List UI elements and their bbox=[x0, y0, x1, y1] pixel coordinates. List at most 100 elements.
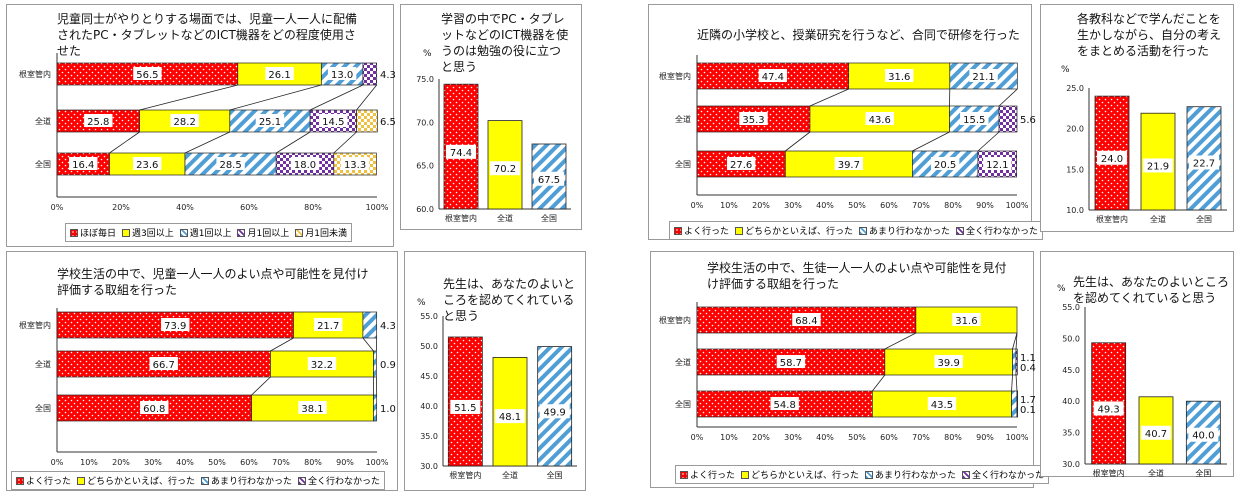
data-label-bg bbox=[739, 112, 768, 125]
data-label: 39.9 bbox=[938, 358, 960, 369]
data-label-bg bbox=[446, 144, 476, 159]
series-line bbox=[362, 337, 374, 352]
category-label: 全国 bbox=[35, 403, 51, 413]
series-line bbox=[356, 84, 377, 111]
legend-swatch bbox=[674, 226, 682, 235]
legend-swatch bbox=[962, 470, 971, 479]
data-label: 24.0 bbox=[1101, 154, 1123, 165]
legend-label: よく行った bbox=[690, 471, 736, 481]
data-label-bg bbox=[834, 157, 864, 170]
bar-segment bbox=[373, 350, 377, 378]
legend-label: 月1回以上 bbox=[247, 229, 290, 239]
data-label: 54.8 bbox=[774, 400, 796, 411]
data-label: 74.4 bbox=[450, 148, 472, 159]
series-line bbox=[139, 84, 238, 111]
y-tick-label: 60.0 bbox=[416, 205, 434, 214]
chart-legend: よく行った どちらかといえば、行った あまり行わなかった 全く行わなかった bbox=[669, 221, 1044, 240]
data-label-bg bbox=[885, 69, 914, 82]
legend-swatch bbox=[741, 470, 750, 479]
legend-label: ほぼ毎日 bbox=[80, 229, 117, 239]
bar-chart: 60.0 65.0 70.0 75.0 74.4 根室管内 70.2 全道 67.5 全国 bbox=[416, 75, 571, 223]
data-label: 28.2 bbox=[174, 117, 196, 128]
data-label: 56.5 bbox=[136, 70, 158, 81]
data-label: 40.7 bbox=[1145, 429, 1167, 440]
x-tick-label: 70% bbox=[912, 201, 930, 210]
chart-panel-7: 学校生活の中で、生徒一人一人のよい点や可能性を見付け評価する取組を行った 0% 1… bbox=[650, 251, 1050, 488]
legend-swatch bbox=[16, 476, 24, 485]
data-label-bg bbox=[133, 157, 162, 170]
data-label: 5.6 bbox=[1020, 115, 1036, 126]
x-tick-label: 50% bbox=[208, 458, 226, 467]
data-label: 49.9 bbox=[544, 407, 566, 418]
bar-chart: 30.0 35.0 40.0 45.0 50.0 55.0 51.5 根室管内 48.1 全道 49… bbox=[420, 312, 577, 480]
data-label: 60.8 bbox=[143, 404, 165, 415]
data-label: 1.7 bbox=[1020, 395, 1036, 406]
legend-swatch bbox=[859, 226, 868, 235]
legend-label: 週1回以上 bbox=[189, 229, 232, 239]
chart-panel-4: 各教科などで学んだことを生かしながら、自分の考えをまとめる活動を行った % 10… bbox=[1040, 4, 1234, 232]
legend-label: どちらかといえば、行った bbox=[751, 471, 860, 481]
chart-title: 先生は、あなたのよいところを認めてくれていると思う bbox=[443, 277, 576, 323]
x-tick-label: 80% bbox=[944, 201, 962, 210]
legend-swatch bbox=[201, 476, 210, 485]
data-label-bg bbox=[265, 67, 294, 80]
data-label: 43.5 bbox=[931, 400, 953, 411]
y-tick-label: 40.0 bbox=[420, 402, 438, 411]
series-line bbox=[884, 332, 917, 350]
bar-segment bbox=[1011, 390, 1018, 418]
bar-segment bbox=[373, 394, 378, 422]
data-label-bg bbox=[340, 157, 370, 170]
y-tick-label: 30.0 bbox=[420, 462, 438, 471]
category-label: 全国 bbox=[541, 213, 557, 223]
data-label-bg bbox=[983, 157, 1012, 170]
category-label: 全道 bbox=[675, 114, 691, 124]
data-label-bg bbox=[770, 397, 799, 410]
data-label-bg bbox=[216, 157, 245, 170]
data-label-bg bbox=[490, 161, 520, 176]
data-label: 4.3 bbox=[380, 70, 396, 81]
legend-item: よく行った bbox=[674, 224, 729, 237]
y-tick-label: 55.0 bbox=[1062, 303, 1080, 312]
data-label: 1.0 bbox=[380, 404, 396, 415]
data-label-bg bbox=[1188, 427, 1219, 442]
x-tick-label: 90% bbox=[976, 433, 994, 442]
data-label: 1.1 bbox=[1020, 353, 1036, 364]
chart-panel-8: 先生は、あなたのよいところを認めてくれていると思う % 30.0 35.0 40.0… bbox=[1040, 251, 1234, 478]
legend-swatch bbox=[298, 476, 307, 485]
data-label-bg bbox=[1143, 158, 1173, 173]
data-label-bg bbox=[969, 69, 998, 82]
x-tick-label: 60% bbox=[880, 433, 898, 442]
data-label-bg bbox=[1093, 401, 1124, 416]
legend-item: 月1回以上 bbox=[237, 226, 289, 239]
x-tick-label: 60% bbox=[240, 458, 258, 467]
x-tick-label: 100% bbox=[1006, 201, 1029, 210]
chart-title: 各教科などで学んだことを生かしながら、自分の考えをまとめる活動を行った bbox=[1077, 12, 1222, 58]
x-tick-label: 30% bbox=[784, 201, 802, 210]
y-tick-label: 30.0 bbox=[1062, 460, 1080, 469]
series-line bbox=[1015, 374, 1018, 392]
legend-swatch bbox=[735, 226, 744, 235]
data-label: 48.1 bbox=[499, 412, 521, 423]
legend-label: よく行った bbox=[26, 477, 72, 487]
stacked-bar-chart: 0% 20% 40% 60% 80% 100% 根室管内 56.5 26.1 13.0 4.3 全道 2… bbox=[19, 53, 396, 212]
series-line bbox=[229, 84, 322, 111]
legend-item: 月1回未満 bbox=[295, 226, 347, 239]
legend-item: 全く行わなかった bbox=[956, 224, 1038, 237]
y-tick-label: 15.0 bbox=[1066, 165, 1084, 174]
series-line bbox=[998, 88, 1018, 107]
data-label: 68.4 bbox=[795, 316, 817, 327]
y-unit: % bbox=[1057, 284, 1066, 294]
y-tick-label: 20.0 bbox=[1066, 125, 1084, 134]
data-label: 13.3 bbox=[344, 160, 366, 171]
data-label-bg bbox=[298, 401, 327, 414]
y-tick-label: 65.0 bbox=[416, 162, 434, 171]
legend-label: 月1回未満 bbox=[305, 229, 347, 239]
category-label: 全道 bbox=[35, 359, 51, 369]
y-tick-label: 75.0 bbox=[416, 75, 434, 84]
data-label: 47.4 bbox=[762, 72, 784, 83]
chart-panel-1: 児童同士がやりとりする場面では、児童一人一人に配備されたPC・タブレットなどのI… bbox=[6, 4, 396, 247]
series-line bbox=[977, 131, 1000, 152]
data-label-bg bbox=[758, 69, 788, 82]
category-label: 全道 bbox=[675, 357, 691, 367]
legend-item: どちらかといえば、行った bbox=[735, 224, 853, 237]
